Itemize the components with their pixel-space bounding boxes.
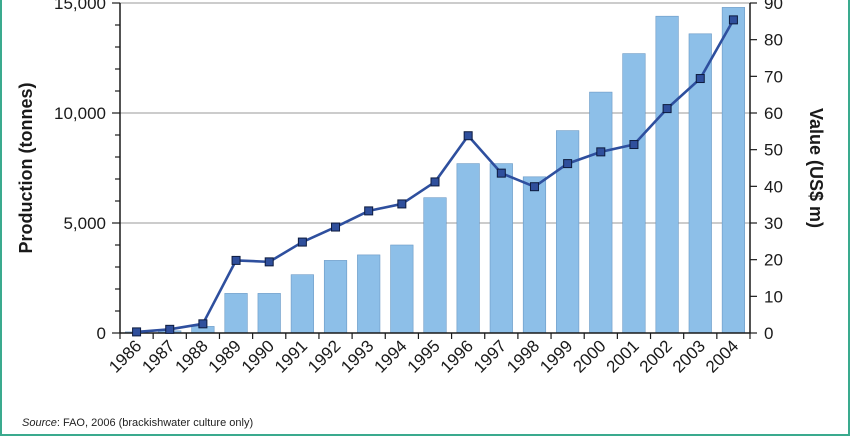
value-point-1995 xyxy=(430,177,440,187)
value-point-1994 xyxy=(397,199,407,209)
y-tick-label-2: 10,000 xyxy=(54,104,106,123)
x-tick-label-1989: 1989 xyxy=(205,336,245,376)
production-bars xyxy=(125,7,745,334)
x-tick-label-1996: 1996 xyxy=(437,336,477,376)
y2-tick-label-6: 60 xyxy=(764,104,783,123)
gridlines xyxy=(120,2,750,224)
x-tick-label-1993: 1993 xyxy=(337,336,377,376)
x-tick-label-2003: 2003 xyxy=(669,336,709,376)
x-tick-label-1997: 1997 xyxy=(470,336,510,376)
value-point-1997 xyxy=(496,168,506,178)
x-tick-label-1986: 1986 xyxy=(105,336,145,376)
bar-1994 xyxy=(390,244,414,334)
y2-tick-label-7: 70 xyxy=(764,67,783,86)
bar-1995 xyxy=(423,197,447,334)
y-tick-label-3: 15,000 xyxy=(54,0,106,13)
x-tick-label-2004: 2004 xyxy=(702,336,742,376)
value-point-1990 xyxy=(264,257,274,267)
y2-axis-title: Value (US$ m) xyxy=(806,108,826,228)
bar-1996 xyxy=(456,163,480,334)
value-point-1996 xyxy=(463,131,473,141)
y2-tick-label-5: 50 xyxy=(764,141,783,160)
x-tick-label-1999: 1999 xyxy=(536,336,576,376)
value-point-2002 xyxy=(662,104,672,114)
value-point-1988 xyxy=(198,319,208,329)
value-point-1987 xyxy=(165,324,175,334)
source-label: Source xyxy=(22,417,57,429)
value-point-2003 xyxy=(695,74,705,84)
value-point-1998 xyxy=(529,182,539,192)
y-tick-label-0: 0 xyxy=(97,324,106,343)
x-tick-label-2000: 2000 xyxy=(569,336,609,376)
y-tick-label-1: 5,000 xyxy=(63,214,106,233)
bar-2001 xyxy=(622,53,646,334)
value-point-1986 xyxy=(132,327,142,337)
y2-tick-label-1: 10 xyxy=(764,287,783,306)
axes xyxy=(112,2,757,339)
y2-tick-label-3: 30 xyxy=(764,214,783,233)
source-text: : FAO, 2006 (brackishwater culture only) xyxy=(56,417,254,429)
value-point-1999 xyxy=(563,159,573,169)
bar-1991 xyxy=(290,274,314,334)
x-tick-label-1994: 1994 xyxy=(370,336,410,376)
x-tick-label-1991: 1991 xyxy=(271,336,311,376)
x-tick-label-1987: 1987 xyxy=(138,336,178,376)
x-tick-label-1995: 1995 xyxy=(404,336,444,376)
y-axis-title: Production (tonnes) xyxy=(16,83,36,254)
y2-tick-label-0: 0 xyxy=(764,324,773,343)
value-point-2000 xyxy=(596,147,606,157)
y2-tick-label-9: 90 xyxy=(764,0,783,13)
x-tick-label-1998: 1998 xyxy=(503,336,543,376)
value-point-1989 xyxy=(231,255,241,265)
bar-2002 xyxy=(655,15,679,334)
value-point-1991 xyxy=(297,237,307,247)
bar-1997 xyxy=(489,163,513,334)
y2-tick-label-4: 40 xyxy=(764,177,783,196)
value-line xyxy=(132,15,738,337)
value-point-2001 xyxy=(629,140,639,150)
x-tick-label-2002: 2002 xyxy=(636,336,676,376)
bar-2000 xyxy=(589,91,613,334)
x-tick-label-1988: 1988 xyxy=(172,336,212,376)
bar-1989 xyxy=(224,293,248,334)
x-tick-label-1990: 1990 xyxy=(238,336,278,376)
bar-2004 xyxy=(721,7,745,334)
bar-1998 xyxy=(522,176,547,334)
value-point-2004 xyxy=(728,15,738,25)
bar-1990 xyxy=(257,293,281,334)
value-point-1993 xyxy=(364,206,374,216)
source-note: Source: FAO, 2006 (brackishwater culture… xyxy=(22,417,253,429)
bar-1993 xyxy=(357,254,381,334)
x-tick-label-1992: 1992 xyxy=(304,336,344,376)
y2-tick-label-2: 20 xyxy=(764,251,783,270)
x-tick-label-2001: 2001 xyxy=(603,336,643,376)
bar-1992 xyxy=(323,260,348,334)
value-point-1992 xyxy=(331,222,341,232)
y2-tick-label-8: 80 xyxy=(764,31,783,50)
